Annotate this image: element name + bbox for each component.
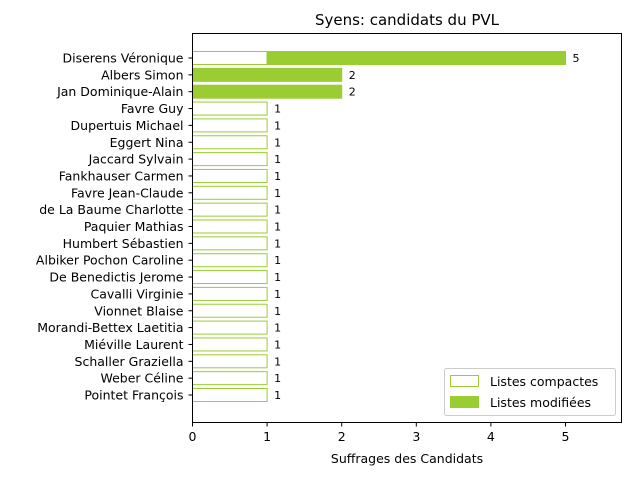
bar-modifiees: [266, 51, 566, 65]
category-label: Dupertuis Michael: [71, 118, 184, 133]
value-label: 1: [274, 153, 281, 166]
category-label: Weber Céline: [100, 371, 183, 386]
category-label: Humbert Sébastien: [63, 236, 184, 251]
bar-compactes: [192, 168, 268, 183]
x-tick-label: 3: [412, 429, 420, 444]
category-label: Albiker Pochon Caroline: [36, 253, 184, 268]
x-tick-label: 1: [263, 429, 271, 444]
value-label: 1: [274, 271, 281, 284]
value-label: 1: [274, 187, 281, 200]
category-label: de La Baume Charlotte: [39, 202, 184, 217]
category-label: Paquier Mathias: [84, 219, 184, 234]
value-label: 1: [274, 389, 281, 402]
value-label: 1: [274, 221, 281, 234]
bar-compactes: [192, 303, 268, 318]
legend: Listes compactes Listes modifiées: [444, 368, 616, 416]
bar-compactes: [192, 101, 268, 116]
bar-compactes: [192, 337, 268, 352]
legend-box: [444, 368, 616, 416]
plot-frame: [192, 33, 622, 423]
legend-swatch-compactes: [450, 375, 479, 387]
x-tick-label: 2: [338, 429, 346, 444]
value-label: 2: [349, 86, 356, 99]
value-label: 1: [274, 305, 281, 318]
bar-compactes: [192, 219, 268, 234]
x-tick-label: 4: [487, 429, 495, 444]
bar-compactes: [192, 118, 268, 133]
bar-compactes: [192, 354, 268, 369]
value-label: 1: [274, 204, 281, 217]
legend-swatch-modifiees: [450, 396, 479, 408]
value-labels: 5 2 2 1 1 1 1 1 1 1 1 1 1 1 1 1 1 1 1 1 1: [274, 52, 579, 402]
bar-compactes: [192, 202, 268, 217]
bar-compactes: [192, 51, 268, 65]
category-label: Jaccard Sylvain: [88, 152, 184, 167]
value-label: 1: [274, 288, 281, 301]
chart-title: Syens: candidats du PVL: [315, 11, 500, 29]
value-label: 1: [274, 338, 281, 351]
value-label: 5: [573, 52, 580, 65]
bar-modifiees: [192, 67, 343, 82]
bars-group: [188, 51, 566, 402]
category-label: Favre Guy: [121, 101, 184, 116]
legend-label-compactes: Listes compactes: [490, 374, 598, 389]
value-label: 1: [274, 170, 281, 183]
value-label: 1: [274, 254, 281, 267]
value-label: 1: [274, 103, 281, 116]
category-label: Albers Simon: [101, 67, 183, 82]
bar-compactes: [192, 152, 268, 167]
value-label: 1: [274, 355, 281, 368]
value-label: 1: [274, 136, 281, 149]
x-axis: 0 1 2 3 4 5: [189, 422, 570, 444]
value-label: 1: [274, 119, 281, 132]
bar-compactes: [192, 286, 268, 301]
bar-compactes: [192, 253, 268, 268]
x-axis-label: Suffrages des Candidats: [331, 451, 483, 466]
bar-compactes: [192, 388, 268, 402]
legend-label-modifiees: Listes modifiées: [490, 395, 591, 410]
value-label: 1: [274, 322, 281, 335]
category-label: De Benedictis Jerome: [49, 270, 183, 285]
bar-compactes: [192, 320, 268, 335]
category-label: Cavalli Virginie: [91, 286, 184, 301]
x-tick-label: 0: [189, 429, 197, 444]
category-label: Fankhauser Carmen: [59, 168, 184, 183]
bar-compactes: [192, 270, 268, 285]
category-label: Eggert Nina: [110, 135, 184, 150]
category-label: Jan Dominique-Alain: [56, 84, 183, 99]
value-label: 1: [274, 237, 281, 250]
bar-compactes: [192, 236, 268, 251]
category-label: Miéville Laurent: [84, 337, 183, 352]
bar-compactes: [192, 185, 268, 200]
bar-modifiees: [192, 84, 343, 99]
value-label: 2: [349, 69, 356, 82]
value-label: 1: [274, 372, 281, 385]
category-label: Morandi-Bettex Laetitia: [37, 320, 183, 335]
category-label: Vionnet Blaise: [94, 303, 184, 318]
category-label: Pointet François: [84, 388, 183, 403]
bar-compactes: [192, 135, 268, 150]
x-tick-label: 5: [562, 429, 570, 444]
category-label: Diserens Véronique: [63, 51, 184, 66]
bar-compactes: [192, 371, 268, 386]
category-label: Favre Jean-Claude: [71, 185, 184, 200]
category-label: Schaller Graziella: [75, 354, 184, 369]
